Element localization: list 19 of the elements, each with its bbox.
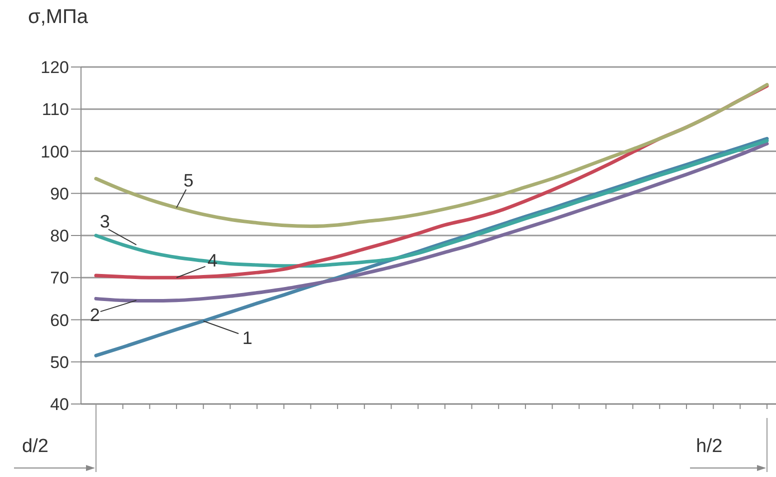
y-tick-label: 70	[50, 268, 69, 288]
text: h/2	[696, 436, 722, 458]
line-series	[94, 82, 769, 228]
series-label: 2	[90, 305, 100, 326]
series-label: 3	[100, 212, 110, 232]
line-series	[94, 142, 769, 303]
y-axis-title: σ,МПа	[28, 6, 88, 29]
y-tick-label: 120	[40, 58, 69, 78]
y-tick-label: 50	[50, 352, 69, 372]
y-tick-label: 110	[42, 100, 69, 120]
y-tick-label: 80	[50, 226, 69, 246]
y-tick-label: 90	[50, 184, 69, 204]
line-series	[94, 138, 769, 268]
text: d/2	[22, 436, 48, 458]
series-label: 5	[184, 170, 194, 190]
y-tick-label: 100	[40, 142, 69, 162]
y-tick-label: 60	[50, 310, 69, 330]
y-tick-label: 40	[50, 395, 69, 414]
series-label: 1	[242, 328, 252, 348]
